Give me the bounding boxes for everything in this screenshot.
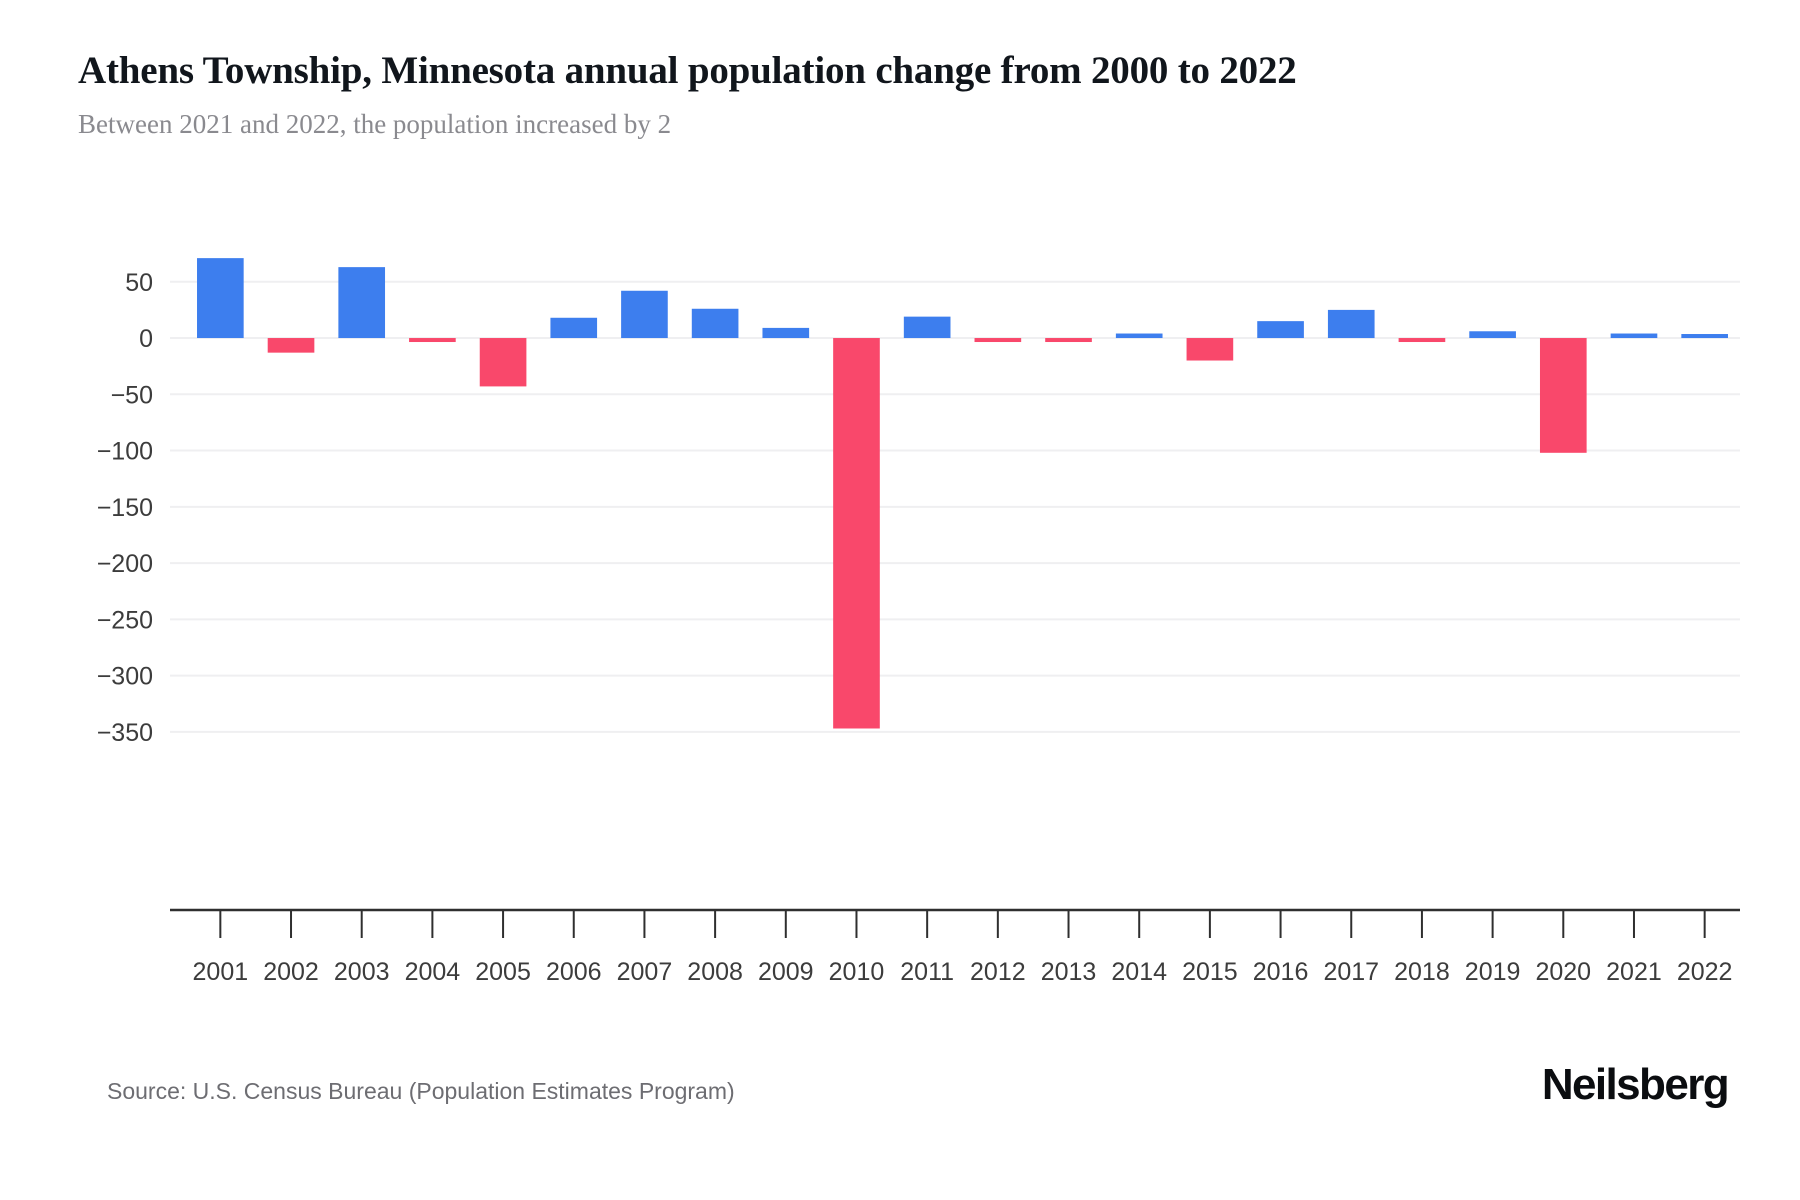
x-axis-tick-label-2012: 2012 (970, 958, 1026, 986)
x-axis-tick-label-2004: 2004 (405, 958, 461, 986)
y-axis-tick-label: 0 (139, 325, 153, 353)
bar-2019[interactable] (1469, 331, 1516, 339)
source-note: Source: U.S. Census Bureau (Population E… (107, 1078, 735, 1104)
x-axis-tick-label-2020: 2020 (1535, 958, 1591, 986)
bar-chart-svg: 50 0 −50 −100 −150 −200 −250 −300 −350 2001 2002 20… (97, 258, 1740, 986)
bar-2011[interactable] (903, 316, 951, 339)
bar-2018[interactable] (1398, 338, 1446, 343)
x-axis-tick-label-2019: 2019 (1465, 958, 1521, 986)
bar-2012[interactable] (974, 338, 1022, 343)
x-axis-tick-label-2013: 2013 (1041, 958, 1097, 986)
chart-header: Athens Township, Minnesota annual popula… (78, 48, 1780, 140)
bar-2016[interactable] (1257, 321, 1304, 339)
y-axis-tick-label: −150 (97, 494, 153, 522)
bar-2005[interactable] (479, 338, 527, 387)
x-axis-tick-label-2015: 2015 (1182, 958, 1238, 986)
x-axis-tick-label-2001: 2001 (193, 958, 249, 986)
bar-2014[interactable] (1115, 333, 1163, 339)
bar-2009[interactable] (762, 327, 810, 339)
bar-2003[interactable] (338, 267, 386, 339)
bar-2015[interactable] (1186, 338, 1234, 361)
x-axis-tick-label-2017: 2017 (1323, 958, 1379, 986)
bar-2007[interactable] (621, 290, 668, 339)
x-axis-tick-label-2007: 2007 (617, 958, 673, 986)
bar-2022[interactable] (1681, 334, 1728, 339)
page-title: Athens Township, Minnesota annual popula… (78, 49, 1297, 92)
y-axis-tick-label: −250 (97, 606, 153, 634)
x-axis-tick-label-2014: 2014 (1111, 958, 1167, 986)
x-axis-tick-label-2016: 2016 (1253, 958, 1309, 986)
x-axis-tick-label-2022: 2022 (1677, 958, 1733, 986)
x-axis-tick-label-2010: 2010 (829, 958, 885, 986)
y-axis-tick-label: −300 (97, 663, 153, 691)
bar-2008[interactable] (691, 308, 739, 339)
x-axis-tick-label-2009: 2009 (758, 958, 814, 986)
x-axis-tick-label-2003: 2003 (334, 958, 390, 986)
bar-2002[interactable] (267, 338, 315, 353)
x-axis-tick-label-2018: 2018 (1394, 958, 1450, 986)
brand-logo: Neilsberg (1541, 1060, 1730, 1109)
bar-2010[interactable] (833, 338, 880, 729)
x-axis-tick-label-2008: 2008 (687, 958, 743, 986)
bar-2006[interactable] (550, 317, 598, 339)
bar-2020[interactable] (1539, 338, 1587, 453)
y-axis-tick-label: −200 (97, 550, 153, 578)
x-axis-tick-label-2021: 2021 (1606, 958, 1662, 986)
y-axis-tick-label: −350 (97, 719, 153, 747)
y-axis-tick-label: −100 (97, 438, 153, 466)
y-axis-tick-label: 50 (125, 269, 153, 297)
bar-2013[interactable] (1045, 338, 1092, 343)
bar-2017[interactable] (1327, 309, 1375, 339)
bar-2004[interactable] (409, 338, 456, 343)
chart-subtitle: Between 2021 and 2022, the population in… (78, 109, 672, 140)
x-axis-tick-label-2002: 2002 (263, 958, 319, 986)
bar-2021[interactable] (1610, 333, 1658, 339)
x-axis-tick-label-2011: 2011 (900, 958, 954, 986)
x-axis-tick-label-2006: 2006 (546, 958, 602, 986)
bar-2001[interactable] (197, 258, 244, 339)
x-axis-tick-label-2005: 2005 (475, 958, 531, 986)
y-axis-tick-label: −50 (111, 381, 153, 409)
